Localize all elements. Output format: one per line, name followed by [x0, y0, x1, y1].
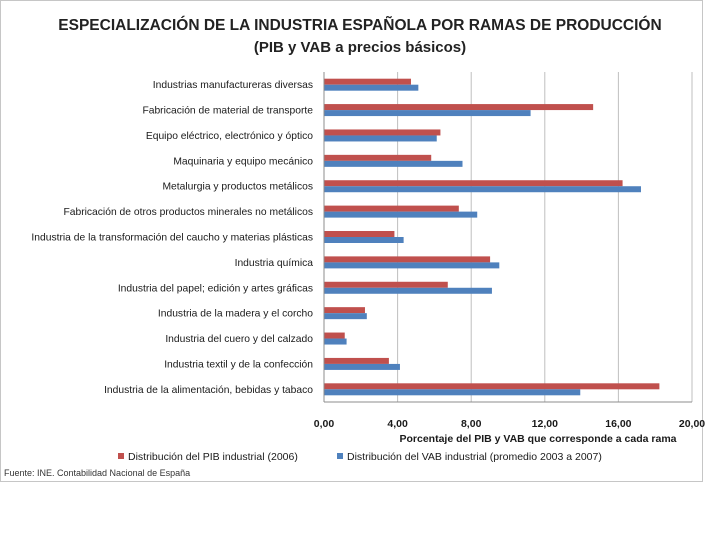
x-tick-labels: 0,00 4,00 8,00 12,00 16,00 20,00: [314, 418, 706, 430]
x-tick-label: 16,00: [605, 418, 631, 430]
bar-pib-12: [324, 383, 660, 390]
bar-pib-7: [324, 256, 491, 263]
x-tick-label: 20,00: [679, 418, 705, 430]
bar-vab-12: [324, 389, 581, 396]
bar-pib-4: [324, 180, 623, 187]
legend-label-pib: Distribución del PIB industrial (2006): [128, 451, 298, 463]
bar-vab-5: [324, 211, 478, 218]
x-axis-title: Porcentaje del PIB y VAB que corresponde…: [400, 433, 677, 445]
category-label: Maquinaria y equipo mecánico: [173, 156, 313, 167]
bar-pib-1: [324, 104, 594, 111]
chart-subtitle: (PIB y VAB a precios básicos): [254, 39, 466, 56]
category-label: Industria del cuero y del calzado: [165, 334, 313, 345]
category-labels: Industrias manufactureras diversas Fabric…: [31, 80, 313, 396]
bar-pib-3: [324, 154, 432, 161]
gridlines: [397, 72, 693, 402]
category-label: Industria de la alimentación, bebidas y …: [104, 385, 313, 396]
bar-pib-6: [324, 231, 395, 237]
legend-swatch-vab: [337, 453, 343, 459]
legend-swatch-pib: [118, 453, 124, 459]
bar-vab-6: [324, 237, 404, 243]
bar-vab-9: [324, 313, 367, 320]
bar-vab-11: [324, 363, 400, 370]
bar-pib-5: [324, 205, 459, 212]
category-label: Metalurgia y productos metálicos: [162, 182, 313, 193]
bar-vab-4: [324, 186, 641, 193]
x-tick-label: 8,00: [461, 418, 482, 430]
chart-title: ESPECIALIZACIÓN DE LA INDUSTRIA ESPAÑOLA…: [58, 16, 661, 34]
category-label: Fabricación de material de transporte: [142, 106, 313, 117]
bar-vab-7: [324, 262, 500, 269]
legend: Distribución del PIB industrial (2006) D…: [118, 451, 602, 463]
bar-pib-8: [324, 281, 448, 288]
category-label: Industria de la madera y el corcho: [158, 309, 313, 320]
category-label: Fabricación de otros productos minerales…: [63, 207, 313, 218]
category-label: Industria textil y de la confección: [164, 359, 313, 370]
bar-pib-10: [324, 332, 345, 339]
source-note: Fuente: INE. Contabilidad Nacional de Es…: [4, 468, 190, 478]
bars: [324, 78, 660, 396]
legend-label-vab: Distribución del VAB industrial (promedi…: [347, 451, 602, 463]
x-tick-label: 12,00: [532, 418, 558, 430]
bar-vab-3: [324, 160, 463, 167]
bar-pib-11: [324, 357, 389, 364]
x-tick-label: 0,00: [314, 418, 335, 430]
bar-vab-0: [324, 84, 419, 91]
bar-pib-9: [324, 307, 365, 314]
bar-pib-2: [324, 129, 441, 136]
bar-vab-8: [324, 287, 492, 294]
bar-vab-2: [324, 135, 437, 142]
x-tick-label: 4,00: [387, 418, 408, 430]
category-label: Industria del papel; edición y artes grá…: [118, 283, 313, 294]
category-label: Industrias manufactureras diversas: [153, 80, 313, 91]
bar-pib-0: [324, 78, 411, 85]
bar-vab-1: [324, 110, 531, 117]
bar-vab-10: [324, 338, 347, 345]
category-label: Industria de la transformación del cauch…: [31, 233, 313, 244]
category-label: Industria química: [235, 258, 314, 269]
category-label: Equipo eléctrico, electrónico y óptico: [146, 131, 313, 142]
